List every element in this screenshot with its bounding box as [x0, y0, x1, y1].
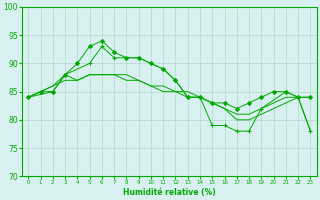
X-axis label: Humidité relative (%): Humidité relative (%): [123, 188, 216, 197]
